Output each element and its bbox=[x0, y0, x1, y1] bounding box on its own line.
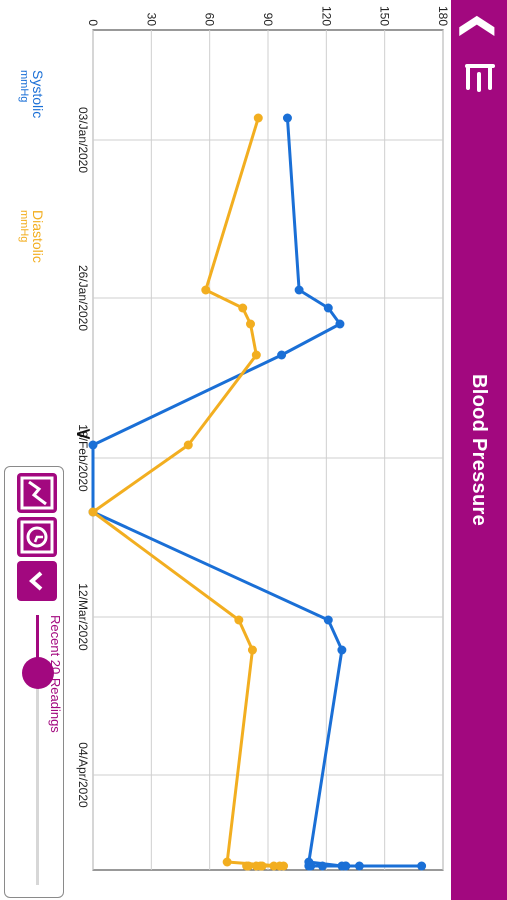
diastolic-point[interactable] bbox=[238, 303, 248, 313]
x-tick-label: 03/Jan/2020 bbox=[76, 107, 90, 173]
collapse-button[interactable] bbox=[17, 561, 57, 601]
chart-view-button[interactable] bbox=[17, 473, 57, 513]
diastolic-point[interactable] bbox=[246, 319, 255, 329]
systolic-point[interactable] bbox=[306, 861, 316, 871]
systolic-point[interactable] bbox=[277, 350, 287, 360]
x-tick-label: 12/Mar/2020 bbox=[76, 583, 90, 651]
diastolic-point[interactable] bbox=[251, 350, 261, 360]
legend-diastolic: Diastolic mmHg bbox=[18, 210, 46, 263]
systolic-point[interactable] bbox=[337, 645, 347, 655]
x-tick-label: 26/Jan/2020 bbox=[76, 265, 90, 331]
range-controls: Recent 20 Readings bbox=[4, 466, 64, 898]
y-tick-label: 0 bbox=[86, 19, 100, 26]
systolic-point[interactable] bbox=[341, 861, 351, 871]
systolic-point[interactable] bbox=[335, 319, 345, 329]
diastolic-point[interactable] bbox=[201, 285, 211, 295]
slider-thumb[interactable] bbox=[22, 657, 54, 689]
systolic-point[interactable] bbox=[323, 615, 333, 625]
legend-systolic-label: Systolic bbox=[30, 70, 46, 119]
systolic-point[interactable] bbox=[294, 285, 304, 295]
systolic-point[interactable] bbox=[282, 113, 292, 123]
systolic-point[interactable] bbox=[417, 861, 427, 871]
legend-systolic: Systolic mmHg bbox=[18, 70, 46, 118]
app-header: ❮ Blood Pressure bbox=[451, 0, 507, 900]
diastolic-point[interactable] bbox=[253, 113, 263, 123]
systolic-point[interactable] bbox=[354, 861, 364, 871]
diastolic-point[interactable] bbox=[88, 507, 98, 517]
y-tick-label: 180 bbox=[436, 6, 450, 26]
legend-systolic-unit: mmHg bbox=[18, 70, 30, 103]
diastolic-line bbox=[91, 117, 286, 868]
x-tick-label: 04/Apr/2020 bbox=[76, 742, 90, 808]
y-tick-label: 90 bbox=[261, 13, 275, 27]
diastolic-point[interactable] bbox=[269, 861, 279, 871]
y-tick-label: 120 bbox=[319, 6, 333, 26]
y-tick-label: 150 bbox=[378, 6, 392, 26]
diastolic-point[interactable] bbox=[183, 440, 193, 450]
history-icon bbox=[20, 520, 54, 554]
chart-svg: 0 30 60 90 120 150 180 03/Jan/2020 26/Jan/2020 1… bbox=[76, 6, 450, 871]
y-tick-label: 30 bbox=[144, 13, 158, 27]
bp-chart: 0 30 60 90 120 150 180 03/Jan/2020 26/Jan/2020 1… bbox=[18, 6, 450, 871]
diastolic-point[interactable] bbox=[242, 861, 252, 871]
diastolic-point[interactable] bbox=[234, 615, 244, 625]
chevron-down-icon bbox=[28, 571, 43, 591]
page-title: Blood Pressure bbox=[468, 373, 490, 527]
diastolic-point[interactable] bbox=[279, 861, 289, 871]
systolic-point[interactable] bbox=[323, 303, 333, 313]
systolic-point[interactable] bbox=[317, 861, 327, 871]
diastolic-point[interactable] bbox=[222, 857, 232, 867]
legend-diastolic-label: Diastolic bbox=[30, 210, 46, 263]
x-tick-label: 18/Feb/2020 bbox=[76, 424, 90, 492]
diastolic-point[interactable] bbox=[257, 861, 267, 871]
systolic-point[interactable] bbox=[88, 440, 98, 450]
history-button[interactable] bbox=[17, 517, 57, 557]
y-tick-label: 60 bbox=[203, 13, 217, 27]
line-chart-icon bbox=[20, 476, 54, 510]
diastolic-point[interactable] bbox=[247, 645, 257, 655]
systolic-line bbox=[91, 117, 424, 868]
chevron-down-icon[interactable]: ∨ bbox=[72, 426, 97, 443]
legend-diastolic-unit: mmHg bbox=[18, 210, 30, 243]
